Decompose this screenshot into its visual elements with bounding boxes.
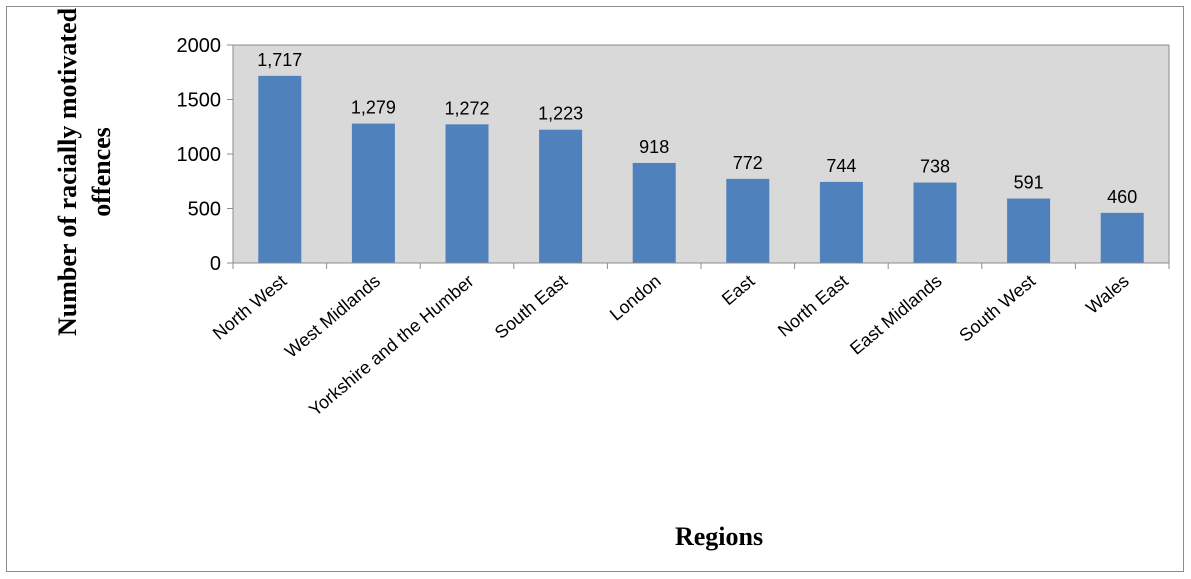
x-category-label: East [718,271,758,309]
x-category-label: North East [774,271,852,341]
bars-group [258,75,1144,264]
y-axis-title-line-1: Number of racially motivated [53,7,82,336]
x-category-label: Yorkshire and the Humber [305,271,478,420]
data-label: 1,223 [538,104,583,124]
data-label: 772 [733,153,763,173]
bar [258,75,302,263]
y-tick-label: 1000 [177,144,222,166]
y-tick-label: 1500 [177,90,222,112]
y-tick-label: 500 [188,199,221,221]
x-category-label: London [606,271,665,325]
x-category-label: South East [491,271,571,343]
data-label: 738 [920,157,950,177]
data-labels-group: 1,717 1,279 1,272 1,223 918 772 744 738 591 460 [257,50,1137,207]
x-category-label: West Midlands [281,271,384,362]
bar [1007,198,1051,263]
bar [445,124,489,264]
data-label: 918 [639,137,669,157]
bar [632,162,676,263]
x-category-label: South West [955,271,1039,346]
bar [351,123,395,264]
x-category-label: East Midlands [846,271,945,359]
data-label: 1,279 [351,98,396,118]
y-tick-label: 0 [210,253,221,275]
x-category-label: North West [209,271,291,344]
data-label: 744 [826,156,856,176]
bar [726,178,770,263]
bar [819,181,863,263]
x-axis-title: Regions [675,522,763,551]
bar [913,182,957,263]
y-axis-title-line-2: offences [87,127,116,217]
y-tick-label: 2000 [177,35,222,57]
data-label: 460 [1107,187,1137,207]
data-label: 1,717 [257,50,302,70]
y-axis: 0 500 1000 1500 2000 [177,35,234,275]
data-label: 591 [1014,173,1044,193]
x-category-label: Wales [1082,271,1133,318]
bar [1100,212,1144,263]
bar [539,129,583,263]
data-label: 1,272 [444,98,489,118]
